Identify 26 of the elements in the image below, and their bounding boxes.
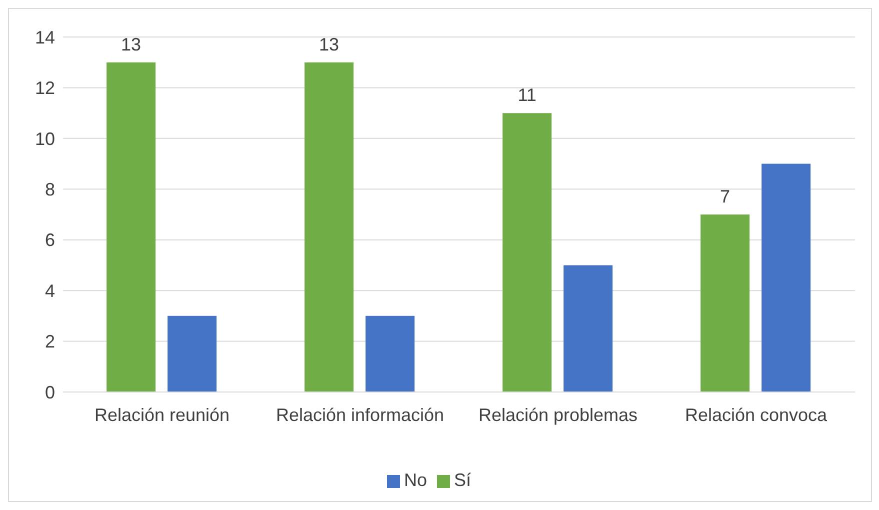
bar (304, 62, 354, 392)
y-tick-label: 0 (44, 382, 55, 402)
bar (762, 164, 811, 392)
data-label: 13 (121, 34, 142, 54)
bar (168, 316, 217, 392)
data-label: 7 (720, 186, 730, 206)
data-label: 11 (518, 85, 536, 106)
y-tick-label: 10 (34, 128, 55, 149)
bar (366, 316, 415, 392)
y-tick-label: 8 (44, 180, 55, 200)
bar (106, 62, 156, 392)
y-tick-label: 14 (34, 27, 55, 48)
bar (700, 214, 750, 392)
legend-label: No (404, 470, 427, 490)
x-tick-label: Relación información (276, 404, 444, 425)
bar (564, 265, 613, 392)
x-tick-label: Relación problemas (478, 404, 638, 425)
y-tick-label: 2 (44, 332, 55, 352)
bar (502, 113, 552, 392)
data-label: 13 (319, 34, 340, 54)
x-tick-label: Relación reunión (94, 404, 230, 425)
x-tick-label: Relación convoca (684, 404, 828, 425)
legend-label: Sí (454, 470, 472, 490)
y-tick-label: 6 (44, 230, 55, 250)
y-tick-label: 12 (34, 78, 55, 98)
y-tick-label: 4 (44, 280, 55, 301)
